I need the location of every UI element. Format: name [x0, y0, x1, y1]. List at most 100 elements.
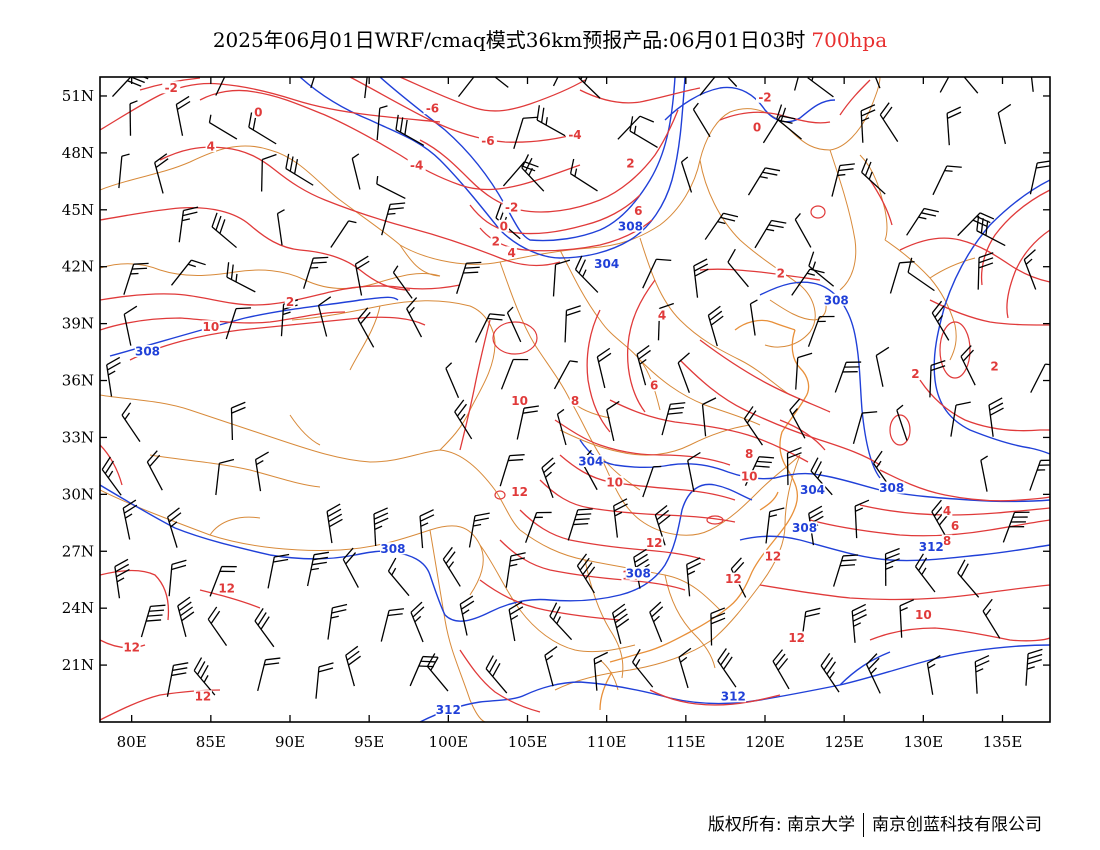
temperature-label-bg	[605, 475, 624, 488]
height-label-bg	[435, 703, 462, 716]
temperature-label-bg	[566, 128, 584, 141]
wind-barb	[500, 358, 529, 390]
height-label: 308	[879, 481, 904, 495]
lon-label: 125E	[824, 733, 864, 751]
wind-barb	[170, 259, 206, 286]
wind-barb	[225, 307, 252, 340]
wind-barb	[727, 248, 749, 288]
temperature-label-bg	[941, 504, 953, 517]
temperature-label: 6	[650, 379, 658, 393]
wind-barb	[807, 315, 835, 347]
height-contour-labels: 308 304 308 308 304 304 308 308 308 312 308 312 312	[134, 219, 944, 717]
lat-label: 27N	[62, 542, 94, 560]
wind-barb	[118, 153, 130, 189]
temperature-label-bg	[122, 640, 141, 653]
temperature-label-bg	[625, 157, 636, 170]
wind-barb	[896, 404, 908, 441]
lon-label: 135E	[983, 733, 1023, 751]
height-label-bg	[578, 455, 604, 467]
plot-frame	[99, 76, 1051, 723]
wind-barb	[505, 552, 526, 588]
wind-barb	[743, 406, 763, 446]
wind-barb	[330, 220, 357, 248]
height-label: 312	[721, 690, 746, 704]
temperature-label: 2	[911, 367, 919, 381]
wind-barb	[678, 647, 692, 689]
wind-barb	[387, 557, 410, 597]
wind-barb	[577, 77, 601, 99]
temperature-label: 0	[500, 219, 508, 233]
wind-barb	[310, 77, 315, 89]
wind-barb	[977, 252, 994, 290]
wind-barb	[693, 258, 709, 298]
wind-barb	[932, 165, 962, 196]
lat-label: 51N	[62, 87, 94, 105]
lat-label: 39N	[62, 315, 94, 333]
wind-barb	[177, 596, 195, 637]
wind-barb	[914, 553, 936, 593]
height-label-bg	[380, 542, 406, 555]
lat-label: 42N	[62, 258, 94, 276]
wind-barb	[699, 77, 725, 96]
wind-barb	[485, 655, 508, 694]
wind-barb	[649, 601, 664, 643]
height-label: 304	[594, 257, 619, 271]
height-contours	[100, 77, 1050, 722]
wind-barb	[215, 77, 226, 96]
wind-barb	[879, 102, 899, 142]
wind-barb	[226, 262, 256, 293]
temperature-label: 10	[511, 394, 528, 408]
wind-barb	[704, 212, 739, 240]
wind-barb	[140, 604, 166, 638]
wind-barb	[376, 175, 406, 200]
wind-barb	[129, 100, 138, 136]
wind-barb	[154, 153, 169, 194]
temperature-label: 4	[207, 140, 215, 154]
lon-label: 130E	[904, 733, 944, 751]
temperature-label: -2	[165, 81, 178, 95]
wind-barb	[326, 503, 343, 544]
wind-barb	[661, 402, 686, 436]
height-label: 308	[135, 344, 160, 358]
lat-label: 33N	[62, 428, 94, 446]
temperature-label: 2	[626, 157, 634, 171]
wind-barb	[772, 649, 790, 690]
temperature-label-bg	[162, 81, 181, 94]
wind-barb	[167, 507, 182, 548]
temperature-label-bg	[510, 394, 529, 407]
longitude-axis: 80E 85E 90E 95E 100E 105E 110E 115E 120E 125E 130E…	[117, 77, 1023, 751]
wind-barb	[395, 114, 425, 146]
temperature-label-bg	[490, 234, 502, 247]
wind-barb	[680, 156, 693, 193]
temperature-label-bg	[201, 320, 220, 333]
wind-barb	[754, 219, 787, 249]
wind-barb	[726, 77, 738, 87]
lon-label: 80E	[117, 733, 147, 751]
temperature-label: 8	[745, 447, 753, 461]
wind-barb	[860, 104, 876, 143]
temperature-label: -4	[568, 128, 581, 142]
wind-barb	[536, 105, 566, 137]
temperature-label: 8	[943, 534, 951, 548]
wind-barb	[875, 346, 890, 387]
latitude-axis: 51N 48N 45N 42N 39N 36N 33N 30N 27N 24N 21N	[62, 87, 1050, 674]
wind-barb	[166, 662, 189, 697]
wind-barb	[525, 511, 552, 543]
wind-barb	[974, 655, 990, 694]
height-label: 312	[919, 540, 944, 554]
wind-barb	[617, 115, 655, 140]
wind-barb	[406, 297, 423, 338]
wind-barb	[749, 299, 758, 336]
wind-barb	[564, 305, 581, 343]
wind-barb	[254, 451, 269, 492]
height-label-bg	[593, 257, 620, 270]
height-label: 308	[626, 566, 651, 580]
wind-barb	[373, 507, 389, 547]
temperature-label-bg	[724, 572, 743, 585]
temperature-label: 4	[658, 308, 666, 322]
wind-barb	[832, 554, 859, 587]
wind-barb	[317, 296, 332, 337]
wind-barb	[926, 655, 941, 695]
